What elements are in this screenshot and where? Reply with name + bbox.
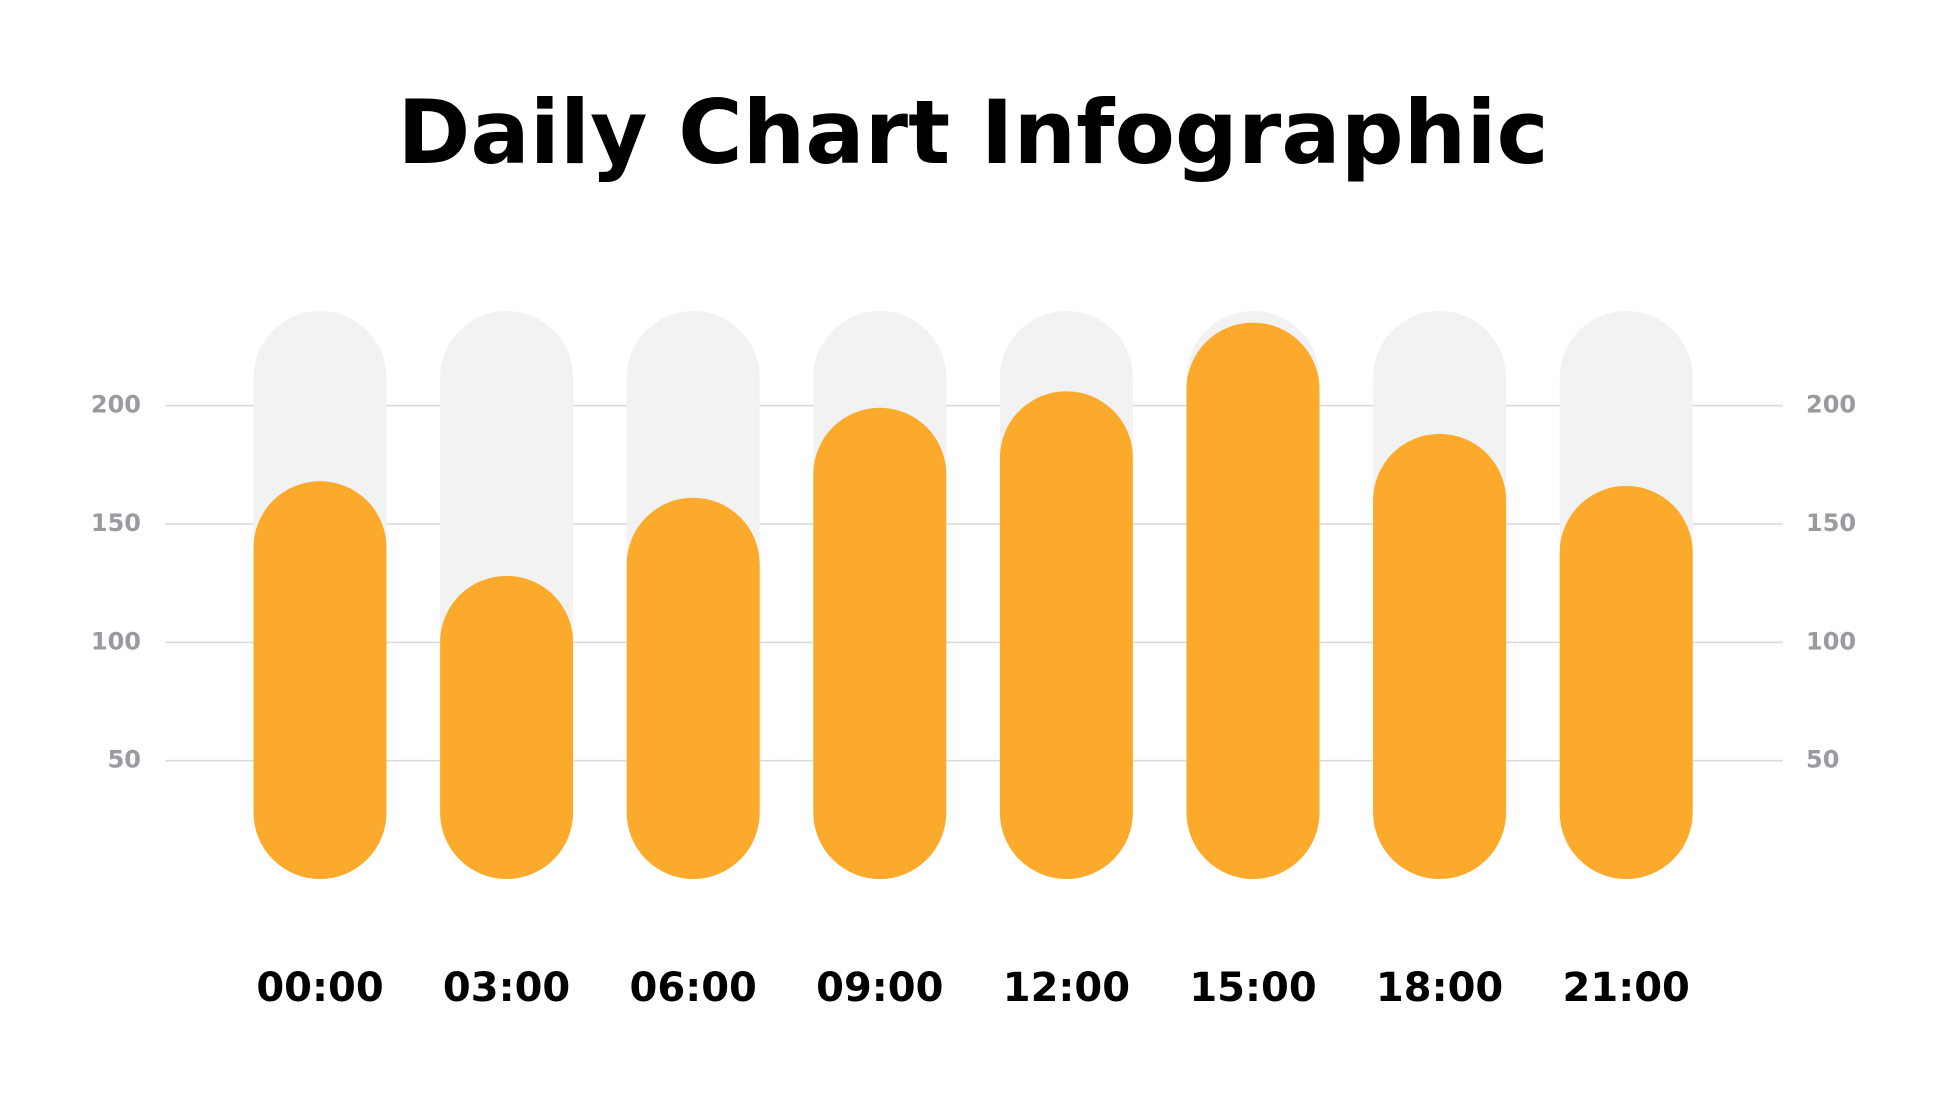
y-tick-label-right: 150	[1806, 509, 1856, 537]
bar	[626, 497, 760, 879]
bar	[1373, 433, 1507, 879]
bar	[813, 407, 947, 879]
x-tick-label: 18:00	[1376, 965, 1503, 1011]
chart-title: Daily Chart Infographic	[397, 81, 1548, 184]
bar	[253, 481, 387, 879]
x-tick-label: 09:00	[816, 965, 943, 1011]
y-tick-label: 200	[91, 391, 141, 419]
y-tick-label-right: 100	[1806, 627, 1856, 655]
x-tick-label: 12:00	[1003, 965, 1130, 1011]
x-tick-label: 21:00	[1563, 965, 1690, 1011]
y-tick-label-right: 200	[1806, 391, 1856, 419]
x-tick-label: 03:00	[443, 965, 570, 1011]
bar	[440, 575, 574, 879]
y-tick-label: 50	[108, 746, 141, 774]
x-tick-label: 15:00	[1189, 965, 1316, 1011]
x-tick-label: 00:00	[256, 965, 383, 1011]
bar	[999, 391, 1133, 879]
y-tick-label: 100	[91, 627, 141, 655]
bar	[1186, 322, 1320, 880]
x-tick-label: 06:00	[630, 965, 757, 1011]
bar	[1559, 485, 1693, 879]
y-tick-label: 150	[91, 509, 141, 537]
y-tick-label-right: 50	[1806, 746, 1839, 774]
